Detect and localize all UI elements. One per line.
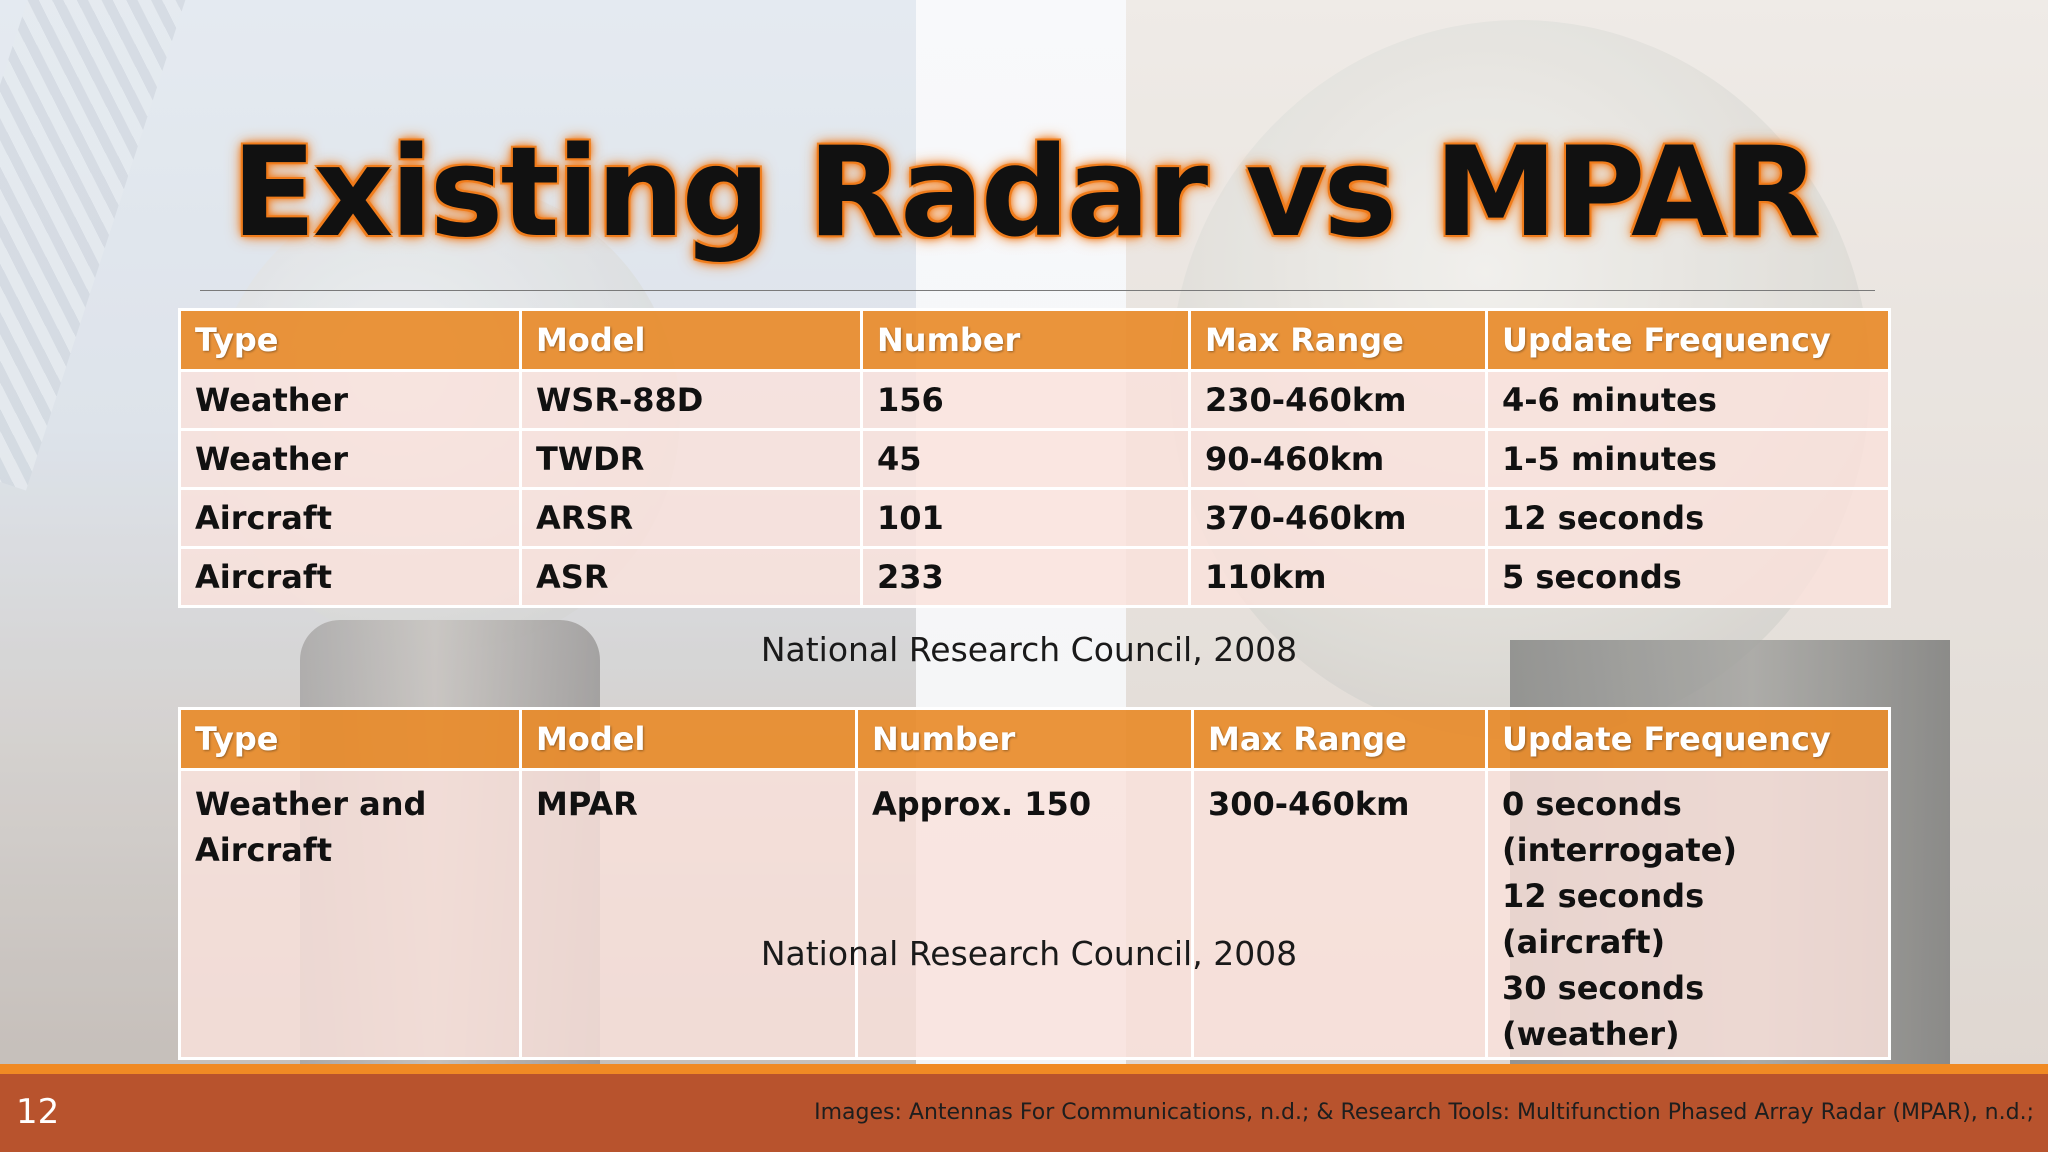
table-row: Weather and Aircraft MPAR Approx. 150 30…: [178, 768, 1891, 1060]
header-max-range: Max Range: [1191, 707, 1488, 771]
mpar-table: Type Model Number Max Range Update Frequ…: [178, 707, 1891, 1060]
footer-accent-line: [0, 1064, 2048, 1074]
image-credits: Images: Antennas For Communications, n.d…: [814, 1100, 2034, 1125]
header-type: Type: [178, 707, 522, 771]
title-divider: [200, 290, 1875, 291]
cell-number: Approx. 150: [855, 768, 1194, 1060]
cell-update-frequency: 1-5 minutes: [1485, 428, 1891, 490]
cell-model: ASR: [519, 546, 863, 608]
cell-type: Weather: [178, 428, 522, 490]
cell-model: TWDR: [519, 428, 863, 490]
cell-type-line: Weather and: [195, 785, 427, 823]
cell-update-frequency: 4-6 minutes: [1485, 369, 1891, 431]
table-header-row: Type Model Number Max Range Update Frequ…: [178, 707, 1891, 771]
cell-type: Weather and Aircraft: [178, 768, 522, 1060]
cell-type: Aircraft: [178, 487, 522, 549]
cell-type: Aircraft: [178, 546, 522, 608]
footer-bar: [0, 1074, 2048, 1152]
cell-update-frequency: 0 seconds (interrogate) 12 seconds (airc…: [1485, 768, 1891, 1060]
header-model: Model: [519, 308, 863, 372]
header-model: Model: [519, 707, 858, 771]
cell-number: 156: [860, 369, 1191, 431]
cell-type-line: Aircraft: [195, 831, 333, 869]
header-type: Type: [178, 308, 522, 372]
cell-update-line: 0 seconds (interrogate): [1502, 785, 1738, 869]
cell-number: 233: [860, 546, 1191, 608]
cell-update-frequency: 5 seconds: [1485, 546, 1891, 608]
cell-max-range: 110km: [1188, 546, 1488, 608]
header-number: Number: [855, 707, 1194, 771]
cell-max-range: 230-460km: [1188, 369, 1488, 431]
table2-source-citation: National Research Council, 2008: [760, 934, 1298, 973]
header-max-range: Max Range: [1188, 308, 1488, 372]
cell-update-line: 30 seconds (weather): [1502, 969, 1705, 1053]
cell-number: 101: [860, 487, 1191, 549]
slide-number: 12: [16, 1092, 60, 1132]
header-update-frequency: Update Frequency: [1485, 707, 1891, 771]
cell-update-frequency: 12 seconds: [1485, 487, 1891, 549]
cell-update-line: 12 seconds (aircraft): [1502, 877, 1705, 961]
cell-model: WSR-88D: [519, 369, 863, 431]
cell-type: Weather: [178, 369, 522, 431]
existing-radar-table: Type Model Number Max Range Update Frequ…: [178, 308, 1891, 608]
table1-source-citation: National Research Council, 2008: [760, 630, 1298, 669]
cell-max-range: 300-460km: [1191, 768, 1488, 1060]
cell-number: 45: [860, 428, 1191, 490]
cell-max-range: 90-460km: [1188, 428, 1488, 490]
table-header-row: Type Model Number Max Range Update Frequ…: [178, 308, 1891, 372]
cell-model: MPAR: [519, 768, 858, 1060]
cell-model: ARSR: [519, 487, 863, 549]
table-row: Weather WSR-88D 156 230-460km 4-6 minute…: [178, 369, 1891, 431]
table-row: Weather TWDR 45 90-460km 1-5 minutes: [178, 428, 1891, 490]
header-update-frequency: Update Frequency: [1485, 308, 1891, 372]
table-row: Aircraft ASR 233 110km 5 seconds: [178, 546, 1891, 608]
cell-max-range: 370-460km: [1188, 487, 1488, 549]
header-number: Number: [860, 308, 1191, 372]
slide-title: Existing Radar vs MPAR: [231, 121, 1819, 265]
table-row: Aircraft ARSR 101 370-460km 12 seconds: [178, 487, 1891, 549]
